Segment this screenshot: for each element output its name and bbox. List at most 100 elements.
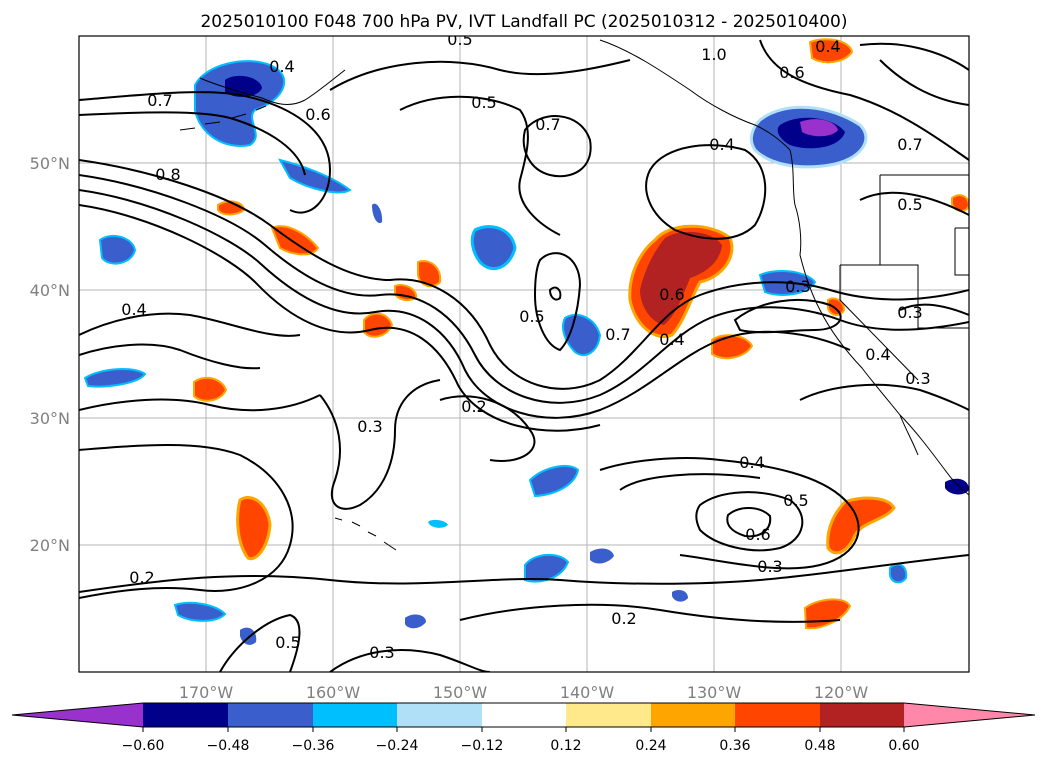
contour-label: 0.7	[605, 325, 630, 344]
map-frame	[78, 35, 970, 673]
aleutian-islands	[179, 105, 267, 131]
state-border-2	[880, 264, 969, 329]
contour-ee	[759, 39, 969, 161]
contour-label: 0.7	[535, 115, 560, 134]
contour-label: 0.6	[659, 285, 684, 304]
blob-pos-1	[270, 225, 320, 256]
contour-m	[79, 312, 301, 337]
lat-label-40n: 40°N	[30, 281, 70, 300]
lon-label-170w: 170°W	[179, 683, 234, 702]
contour-label: 0.5	[447, 30, 472, 49]
blob-pos-ne	[808, 38, 854, 64]
blob-pos-3	[417, 260, 442, 288]
lat-labels: 50°N 40°N 30°N 20°N	[30, 154, 70, 555]
blob-neg-south1	[528, 464, 580, 498]
colorbar-seg-2	[228, 703, 313, 727]
contour-label: 0.5	[275, 633, 300, 652]
contour-dd	[879, 59, 969, 106]
contour-q	[79, 444, 294, 599]
contour-label: 0.2	[461, 397, 486, 416]
bc-coast	[789, 149, 802, 256]
contour-label: 0.3	[905, 369, 930, 388]
contour-r	[439, 395, 536, 462]
contour-e	[79, 91, 332, 214]
contour-n	[79, 343, 261, 370]
blob-pos-main-core	[640, 231, 722, 325]
lon-label-160w: 160°W	[306, 683, 361, 702]
contour-label: 0.4	[659, 330, 684, 349]
contour-label: 0.2	[129, 568, 154, 587]
lon-label-150w: 150°W	[433, 683, 488, 702]
blob-neg-south7	[672, 590, 688, 602]
colorbar-seg-3	[313, 703, 397, 727]
blob-pos-9	[236, 496, 272, 561]
contour-label: 0.3	[757, 557, 782, 576]
contour-cc	[859, 42, 969, 71]
lat-label-50n: 50°N	[30, 154, 70, 173]
contour-label: 0.4	[121, 300, 146, 319]
blob-neg-west1	[98, 234, 137, 265]
colorbar-tick-label: 0.48	[804, 738, 835, 754]
contour-s	[599, 457, 860, 570]
blob-neg-south6	[405, 614, 426, 629]
contour-label: 0.5	[471, 93, 496, 112]
contour-label: 0.3	[897, 303, 922, 322]
alaska-panhandle-coast	[599, 39, 791, 151]
contour-y	[329, 649, 491, 672]
blob-pos-7	[711, 334, 754, 360]
colorbar-tick-label: 0.36	[719, 738, 750, 754]
contour-v	[619, 473, 761, 491]
lon-label-120w: 120°W	[814, 683, 869, 702]
colorbar-tick-label: −0.48	[207, 738, 250, 754]
colorbar-seg-9	[820, 703, 904, 727]
contour-label: 0.6	[779, 63, 804, 82]
negative-anomaly-fills	[83, 60, 969, 645]
contour-label: 0.4	[865, 345, 890, 364]
lat-label-30n: 30°N	[30, 409, 70, 428]
blob-neg-south4	[173, 601, 227, 622]
contour-label: 0.3	[785, 277, 810, 296]
colorbar-tick-label: −0.60	[122, 738, 165, 754]
alaska-coast	[199, 69, 346, 105]
blob-neg-bc-purple	[800, 119, 838, 137]
hawaii-islands	[334, 517, 397, 551]
contour-label: 0.4	[269, 57, 294, 76]
colorbar-tick-label: −0.24	[376, 738, 419, 754]
lon-label-140w: 140°W	[560, 683, 615, 702]
contour-label: 0.3	[357, 417, 382, 436]
baja-coast	[899, 414, 919, 456]
contour-x	[459, 603, 841, 623]
contour-d	[79, 204, 601, 432]
contour-label: 0.6	[305, 105, 330, 124]
contour-gg	[899, 303, 969, 316]
colorbar-extend-high	[904, 703, 1035, 727]
contour-label: 0.5	[519, 307, 544, 326]
contour-i	[522, 115, 592, 178]
contour-p	[319, 379, 441, 510]
colorbar-seg-7	[651, 703, 735, 727]
pv-contours	[79, 39, 969, 672]
blob-pos-6	[193, 376, 228, 402]
lon-label-130w: 130°W	[687, 683, 742, 702]
colorbar-seg-5	[482, 703, 566, 727]
contour-ff	[859, 191, 969, 216]
contour-f	[79, 111, 306, 176]
contour-l	[548, 286, 562, 301]
us-west-coast	[799, 254, 969, 496]
contour-bb	[733, 299, 842, 334]
contour-label: 0.4	[815, 37, 840, 56]
blob-pos-10	[826, 496, 896, 555]
contour-c	[79, 189, 851, 419]
colorbar: −0.60 −0.48 −0.36 −0.24 −0.12 0.12 0.24 …	[11, 702, 1036, 754]
contour-label: 0.4	[709, 135, 734, 154]
blob-neg-mid1	[470, 225, 517, 271]
contour-o	[79, 394, 321, 412]
coastlines	[179, 39, 969, 551]
state-border-3	[839, 265, 919, 381]
contour-label: 0.5	[783, 491, 808, 510]
blob-neg-south2	[524, 553, 570, 583]
contour-k	[533, 252, 582, 352]
contour-a	[79, 159, 969, 390]
contour-h	[399, 95, 561, 236]
